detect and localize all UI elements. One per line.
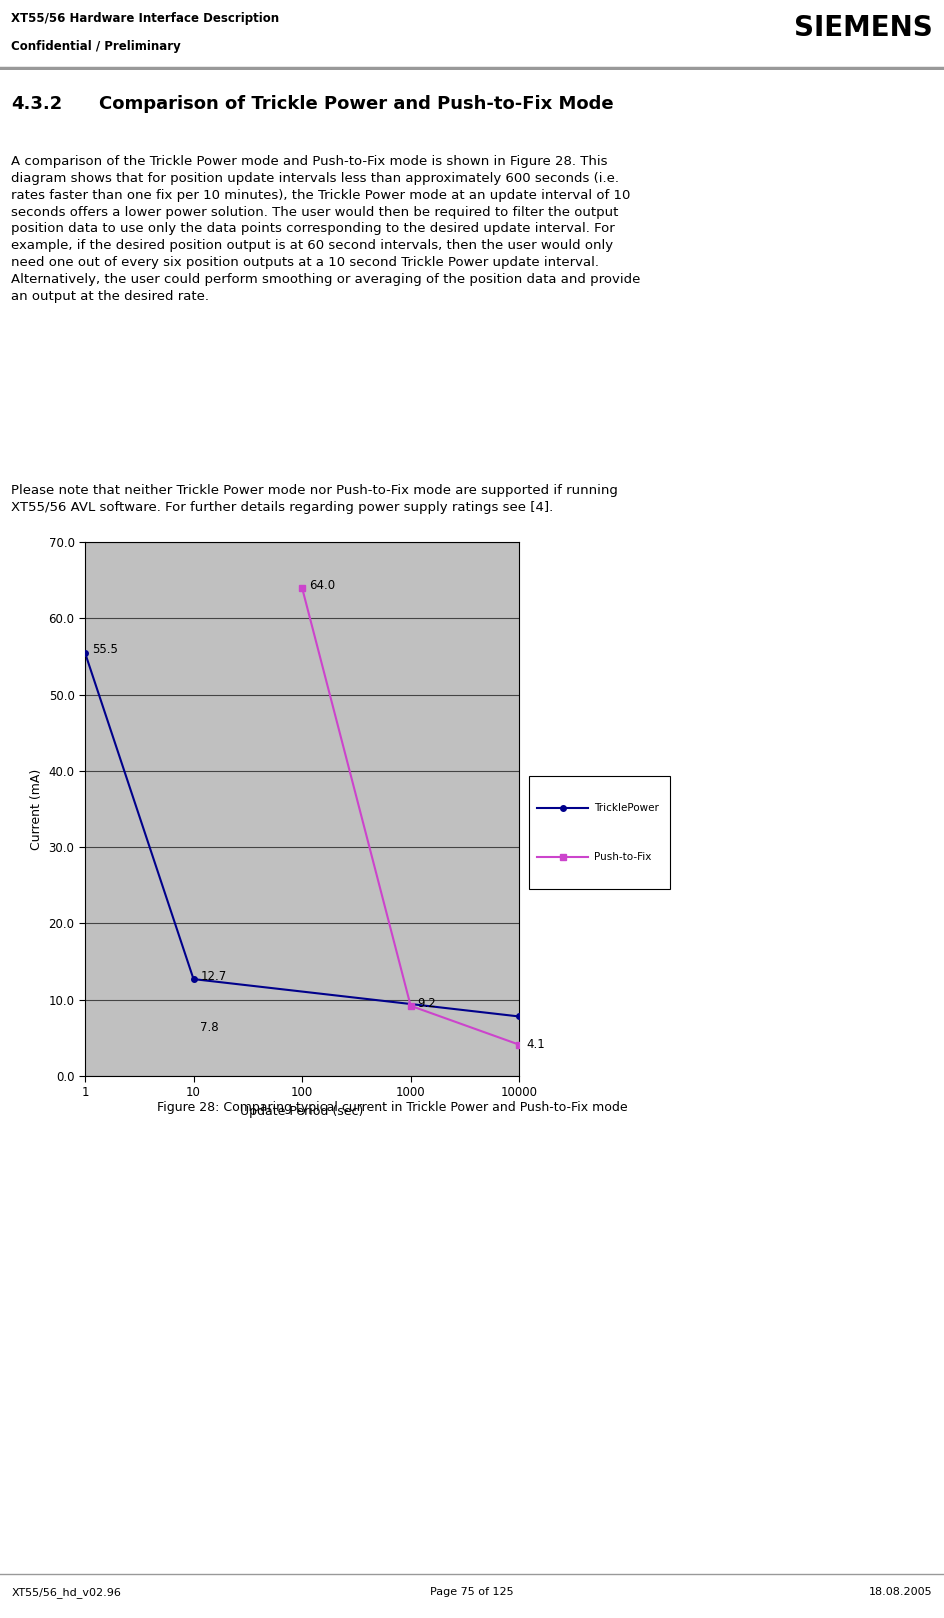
Y-axis label: Current (mA): Current (mA) [30, 769, 43, 849]
Text: 4.1: 4.1 [526, 1039, 545, 1052]
Text: 18.08.2005: 18.08.2005 [869, 1587, 933, 1597]
Text: Page 75 of 125: Page 75 of 125 [430, 1587, 514, 1597]
Text: 7.8: 7.8 [200, 1021, 219, 1034]
Text: Figure 28: Comparing typical current in Trickle Power and Push-to-Fix mode: Figure 28: Comparing typical current in … [157, 1100, 628, 1115]
Text: 9.2: 9.2 [417, 997, 436, 1010]
Text: Push-to-Fix: Push-to-Fix [594, 853, 651, 862]
Text: 64.0: 64.0 [309, 579, 335, 592]
Text: A comparison of the Trickle Power mode and Push-to-Fix mode is shown in Figure 2: A comparison of the Trickle Power mode a… [11, 155, 641, 303]
Text: Confidential / Preliminary: Confidential / Preliminary [11, 40, 181, 53]
Text: XT55/56_hd_v02.96: XT55/56_hd_v02.96 [11, 1587, 121, 1597]
Text: TricklePower: TricklePower [594, 803, 659, 812]
Text: Comparison of Trickle Power and Push-to-Fix Mode: Comparison of Trickle Power and Push-to-… [99, 95, 614, 113]
Text: SIEMENS: SIEMENS [794, 13, 933, 42]
Text: 12.7: 12.7 [200, 969, 227, 982]
X-axis label: Update Period (sec): Update Period (sec) [241, 1105, 363, 1118]
Text: 55.5: 55.5 [92, 644, 118, 657]
Text: XT55/56 Hardware Interface Description: XT55/56 Hardware Interface Description [11, 13, 279, 26]
Text: Please note that neither Trickle Power mode nor Push-to-Fix mode are supported i: Please note that neither Trickle Power m… [11, 484, 618, 515]
Text: 4.3.2: 4.3.2 [11, 95, 62, 113]
